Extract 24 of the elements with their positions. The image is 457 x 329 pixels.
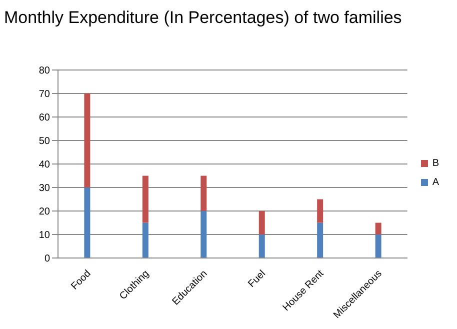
chart-title: Monthly Expenditure (In Percentages) of two families: [4, 8, 403, 28]
y-tick-label: 20: [38, 206, 50, 218]
bar: [375, 222, 382, 234]
bar: [317, 199, 324, 223]
y-tick-label: 50: [38, 136, 50, 148]
bar: [142, 176, 148, 223]
bar: [84, 94, 90, 188]
bar: [375, 234, 382, 258]
y-tick-label: 30: [38, 183, 50, 194]
y-tick-label: 60: [38, 112, 50, 124]
bar: [200, 211, 207, 258]
y-tick-label: 80: [38, 66, 50, 77]
bar: [84, 188, 90, 258]
y-tick-label: 10: [38, 230, 50, 242]
y-tick-label: 40: [38, 160, 50, 171]
legend-label: A: [432, 177, 439, 188]
bar: [258, 234, 265, 258]
bar: [200, 176, 207, 211]
y-tick-label: 0: [44, 254, 50, 265]
legend-label: B: [432, 158, 439, 169]
bar: [142, 222, 148, 258]
y-tick-label: 70: [38, 89, 50, 100]
bar: [317, 222, 324, 258]
bar: [258, 211, 265, 234]
